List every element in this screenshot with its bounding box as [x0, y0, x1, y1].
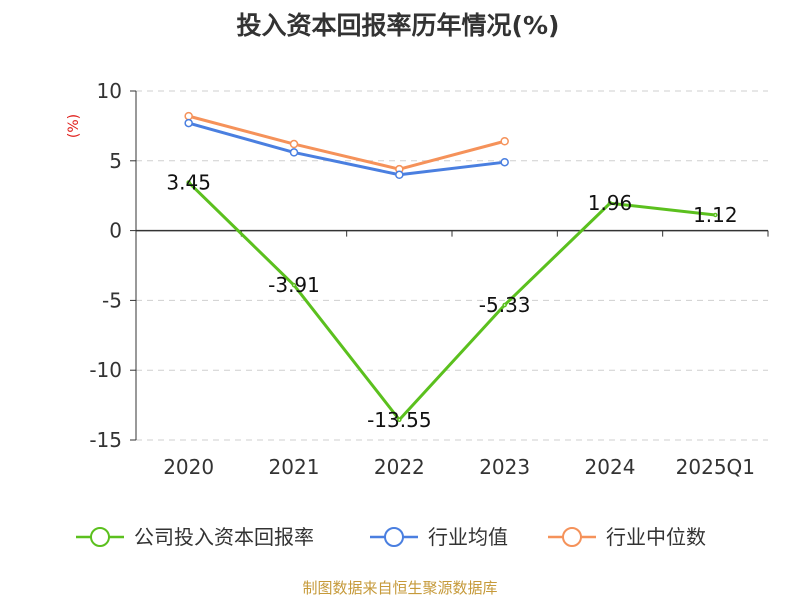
y-tick-label: 0: [109, 219, 122, 243]
data-point: [186, 180, 191, 185]
data-point: [184, 118, 193, 128]
legend-marker: [562, 527, 582, 547]
x-axis-ticks: 2020 2021 2022 2023 2024 2025Q1: [163, 455, 755, 479]
data-point: [291, 282, 297, 288]
data-point: [502, 302, 507, 308]
legend-marker: [384, 527, 404, 547]
series-line: [188, 121, 505, 177]
data-label: -13.55: [367, 408, 431, 432]
x-tick-label: 2022: [374, 455, 425, 479]
series-line: [188, 114, 506, 171]
x-tick-label: 2024: [585, 455, 636, 479]
grid-lines: [136, 90, 768, 441]
data-point: [289, 148, 299, 157]
y-axis-ticks: 10 5 0 -5 -10 -15: [89, 79, 122, 452]
source-note: 制图数据来自恒生聚源数据库: [302, 579, 497, 597]
y-tick-label: -5: [102, 288, 122, 312]
legend: 公司投入资本回报率 行业均值 行业中位数: [76, 525, 706, 549]
y-tick-label: 5: [109, 149, 122, 173]
data-label: 1.96: [588, 191, 633, 215]
data-point: [713, 212, 718, 218]
y-axis-unit-label: (%): [66, 114, 82, 138]
x-tick-label: 2020: [163, 455, 214, 479]
legend-label: 行业均值: [428, 525, 508, 549]
series-lines: [184, 111, 718, 423]
x-tick-label: 2023: [479, 455, 530, 479]
legend-label: 公司投入资本回报率: [134, 525, 314, 549]
axes: [130, 90, 769, 441]
data-point: [397, 417, 402, 423]
data-point: [289, 139, 299, 149]
data-point: [184, 111, 193, 121]
y-tick-label: -10: [89, 358, 122, 382]
series-line: [187, 181, 716, 422]
legend-marker: [90, 527, 110, 547]
data-label: -5.33: [479, 293, 531, 317]
data-label: 3.45: [166, 170, 211, 194]
data-label: 1.12: [693, 203, 738, 227]
y-tick-label: -15: [89, 428, 122, 452]
x-tick-label: 2021: [269, 455, 320, 479]
x-tick-label: 2025Q1: [676, 455, 755, 479]
data-point: [607, 200, 613, 206]
data-point: [500, 157, 509, 167]
data-point: [395, 170, 404, 180]
y-tick-label: 10: [97, 79, 122, 103]
legend-label: 行业中位数: [606, 525, 706, 549]
data-labels: 3.45 -3.91 -13.55 -5.33 1.96 1.12: [166, 170, 737, 431]
data-point: [500, 137, 509, 146]
data-label: -3.91: [268, 273, 320, 297]
chart-title: 投入资本回报率历年情况(%): [237, 11, 560, 40]
